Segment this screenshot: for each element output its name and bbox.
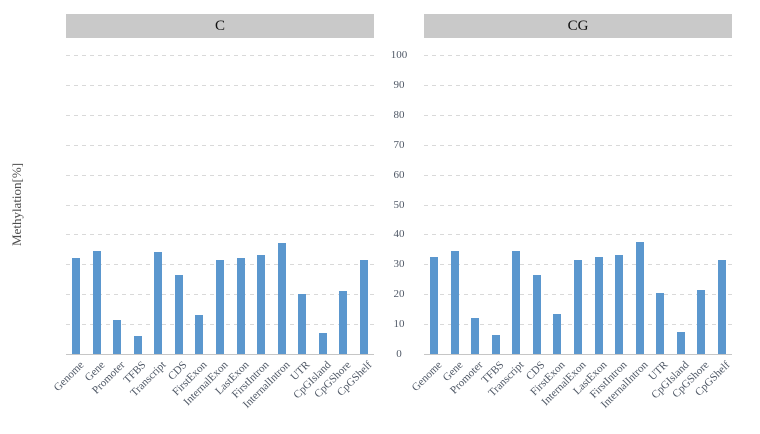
gridline-90	[66, 84, 374, 86]
bar-gene	[450, 250, 459, 354]
bar-genome	[430, 256, 439, 354]
gridline-40	[66, 234, 374, 236]
y-tick-label-90: 90	[393, 78, 405, 91]
bar-lastexon	[236, 258, 245, 354]
y-tick-label-20: 20	[393, 288, 405, 301]
bar-cds	[532, 274, 541, 354]
gridline-40	[424, 234, 732, 236]
y-tick-label-70: 70	[393, 138, 405, 151]
bar-cpgisland	[676, 331, 685, 354]
bar-tfbs	[133, 336, 142, 354]
bar-lastexon	[594, 256, 603, 354]
panel-cg-plot	[424, 55, 732, 355]
gridline-80	[424, 114, 732, 116]
y-tick-label-80: 80	[393, 108, 405, 121]
y-tick-label-60: 60	[393, 168, 405, 181]
panel-cg-title: CG	[567, 17, 589, 34]
gridline-50	[66, 204, 374, 206]
x-axis-line	[66, 354, 374, 355]
gridline-80	[66, 114, 374, 116]
bar-gene	[92, 250, 101, 354]
bar-transcript	[154, 252, 163, 354]
y-tick-label-30: 30	[393, 258, 405, 271]
panel-c: C Genome Gene Promoter TFBS Transcript CDS Fir…	[52, 14, 374, 426]
x-tick-label-genome: Genome	[409, 359, 445, 394]
bar-internalintron	[277, 243, 286, 354]
y-tick-label-40: 40	[393, 228, 405, 241]
bar-cpgshore	[339, 291, 348, 354]
bar-firstintron	[615, 255, 624, 354]
bar-promoter	[471, 318, 480, 354]
gridline-70	[66, 144, 374, 146]
bar-promoter	[113, 319, 122, 354]
gridline-100	[424, 55, 732, 56]
y-axis-title: Methylation[%]	[9, 162, 24, 247]
panel-cg: CG Genome Gene Promoter TFBS Transcript CDS Fi…	[410, 14, 732, 426]
bar-cpgshelf	[717, 259, 726, 354]
bar-transcript	[512, 250, 521, 354]
x-tick-label-genome: Genome	[51, 359, 87, 394]
bar-tfbs	[491, 334, 500, 354]
y-tick-label-10: 10	[393, 318, 405, 331]
bar-firstintron	[257, 255, 266, 354]
panel-c-x-axis-labels: Genome Gene Promoter TFBS Transcript CDS First…	[52, 354, 374, 426]
bar-cpgshelf	[359, 259, 368, 354]
bar-internalexon	[574, 259, 582, 354]
gridline-70	[424, 144, 732, 146]
bar-utr	[298, 294, 307, 354]
gridline-50	[424, 204, 732, 206]
panel-cg-x-axis-labels: Genome Gene Promoter TFBS Transcript CDS First…	[410, 354, 732, 426]
gridline-60	[424, 174, 732, 176]
panel-c-header: C	[66, 14, 374, 38]
bar-internalexon	[216, 259, 224, 354]
panel-cg-header: CG	[424, 14, 732, 38]
bar-genome	[72, 258, 81, 354]
panel-c-plot	[66, 55, 374, 355]
y-tick-label-0: 0	[396, 348, 402, 360]
gridline-100	[66, 55, 374, 56]
bar-internalintron	[635, 241, 644, 354]
y-tick-label-100: 100	[390, 49, 408, 61]
y-tick-label-50: 50	[393, 198, 405, 211]
bar-utr	[656, 292, 665, 354]
bar-cpgshore	[697, 289, 706, 354]
bar-firstexon	[195, 315, 204, 354]
panel-c-title: C	[214, 17, 225, 34]
bar-cpgisland	[318, 333, 327, 354]
gridline-60	[66, 174, 374, 176]
gridline-90	[424, 84, 732, 86]
x-axis-line	[424, 354, 732, 355]
bar-cds	[174, 274, 183, 354]
bar-firstexon	[553, 313, 562, 354]
y-axis-tick-labels: 0 10 20 30 40 50 60 70 80 90 100	[374, 49, 424, 360]
